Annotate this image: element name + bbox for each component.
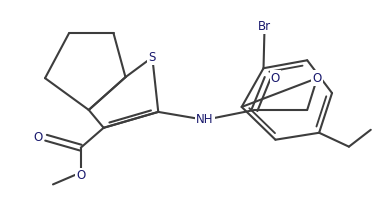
Text: Br: Br <box>258 20 271 33</box>
Text: O: O <box>76 169 85 182</box>
Text: O: O <box>271 72 280 85</box>
Text: NH: NH <box>196 113 214 126</box>
Text: O: O <box>312 72 322 85</box>
Text: O: O <box>34 131 43 144</box>
Text: S: S <box>149 51 156 64</box>
